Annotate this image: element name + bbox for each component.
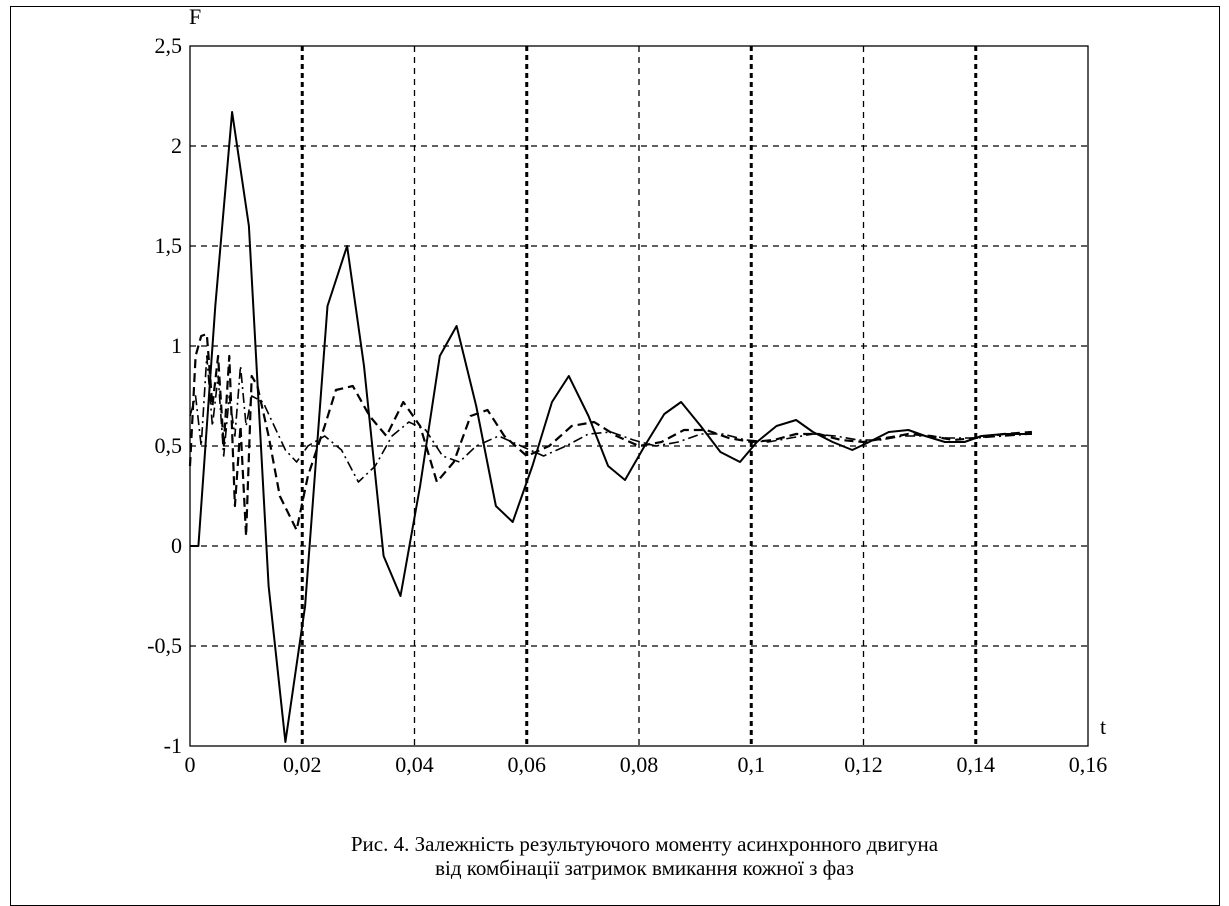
y-tick-label: -1 (164, 733, 182, 758)
grid (190, 46, 1088, 746)
chart: 0 0,02 0,04 0,06 0,08 0,1 0,12 0,14 0,16 -1 -0,5 0… (147, 4, 1108, 777)
y-tick-label: 0 (171, 533, 182, 558)
y-tick-label: 1,5 (155, 233, 183, 258)
x-tick-label: 0,1 (738, 752, 766, 777)
figure-caption-line-1: Рис. 4. Залежність результуючого моменту… (350, 832, 939, 856)
x-tick-label: 0,12 (844, 752, 883, 777)
plot-area (189, 45, 1089, 747)
x-tick-label: 0,16 (1069, 752, 1108, 777)
y-tick-label: 0,5 (155, 433, 183, 458)
series-line-3 (189, 355, 1032, 483)
plot-border (189, 45, 1089, 747)
y-tick-label: 1 (171, 333, 182, 358)
series-line-1 (190, 111, 1032, 743)
x-tick-label: 0,06 (508, 752, 547, 777)
x-tick-label: 0 (185, 752, 196, 777)
y-axis-label: F (189, 4, 201, 29)
y-tick-label: 2,5 (155, 33, 183, 58)
x-tick-label: 0,04 (395, 752, 434, 777)
y-tick-label: 2 (171, 133, 182, 158)
x-tick-label: 0,14 (957, 752, 996, 777)
x-tick-label: 0,02 (283, 752, 322, 777)
x-tick-label: 0,08 (620, 752, 659, 777)
y-tick-label: -0,5 (147, 633, 182, 658)
figure-caption-line-2: від комбінації затримок вмикання кожної … (435, 856, 854, 880)
series-layer (188, 111, 1032, 743)
x-axis-label: t (1100, 714, 1106, 739)
series-line-2 (188, 332, 1032, 538)
y-tick-labels: -1 -0,5 0 0,5 1 1,5 2 2,5 (147, 33, 182, 758)
x-tick-labels: 0 0,02 0,04 0,06 0,08 0,1 0,12 0,14 0,16 (185, 752, 1108, 777)
